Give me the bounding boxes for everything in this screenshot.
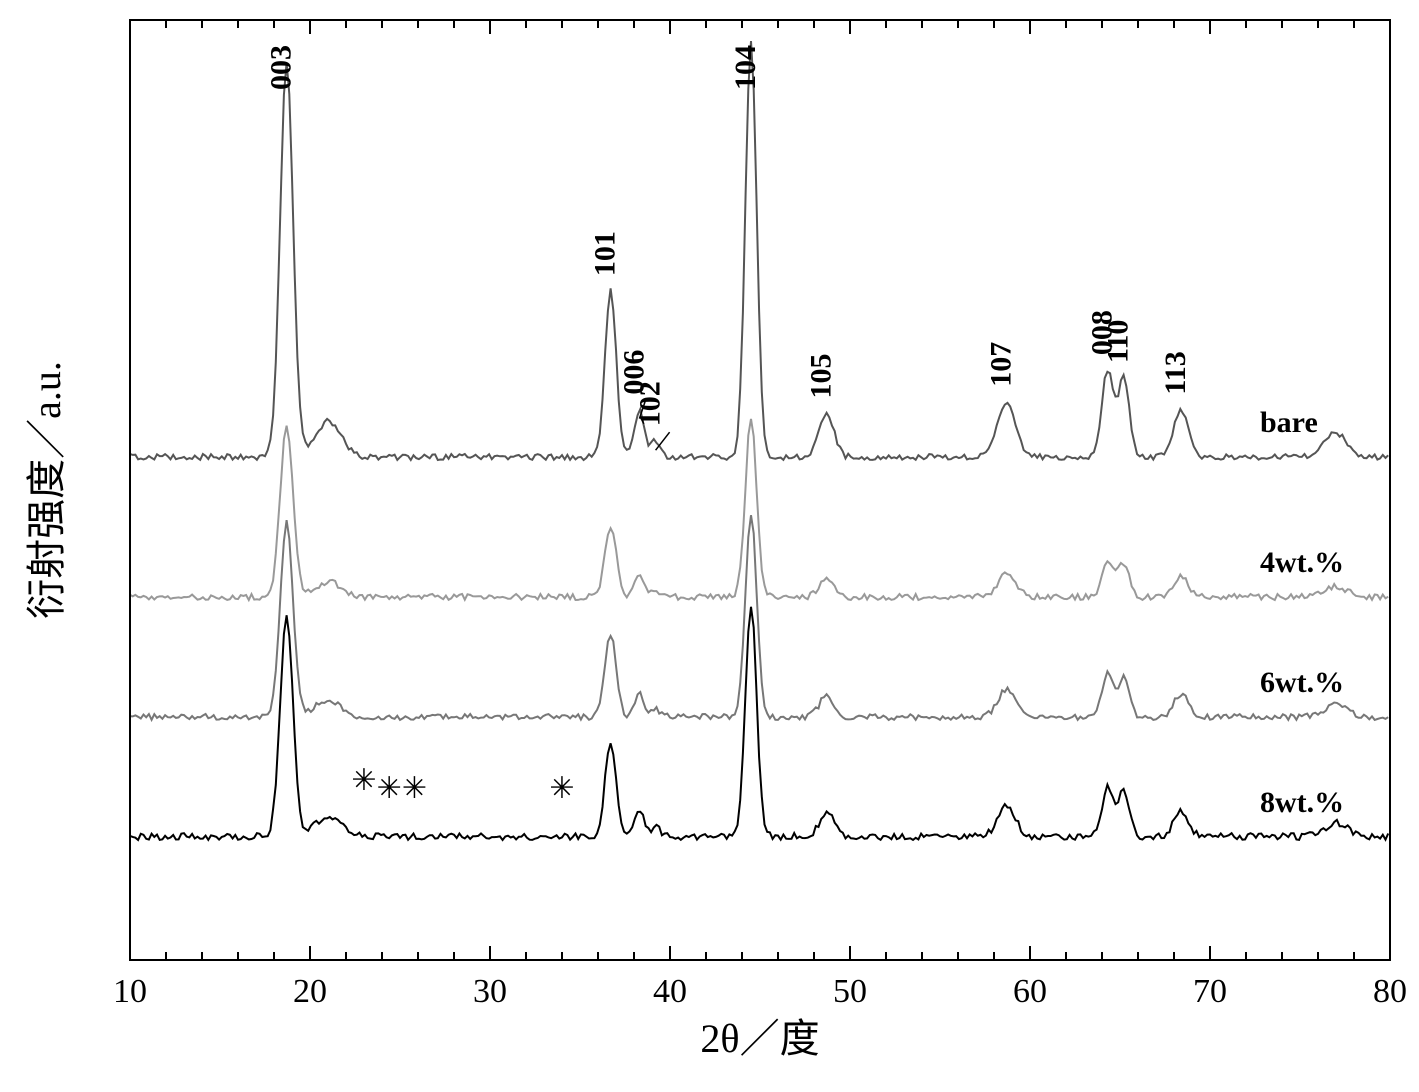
x-tick-label: 60 [1013, 973, 1047, 1010]
miller-label-105: 105 [805, 354, 838, 399]
xrd-chart: bare 4wt.% 6wt.% 8wt.% 10 20 30 40 50 60 70 80 2θ／度 衍… [0, 0, 1419, 1087]
impurity-asterisk: ✳ [377, 772, 402, 805]
x-axis-title: 2θ／度 [700, 1016, 819, 1061]
series-label-s8wt: 8wt.% [1260, 786, 1344, 819]
miller-label-107: 107 [985, 342, 1018, 387]
chart-svg: bare 4wt.% 6wt.% 8wt.% 10 20 30 40 50 60 70 80 2θ／度 衍… [0, 0, 1419, 1087]
series-label-bare: bare [1260, 406, 1318, 439]
miller-label-113: 113 [1159, 351, 1192, 394]
x-tick-label: 70 [1193, 973, 1227, 1010]
x-tick-label: 30 [473, 973, 507, 1010]
xrd-trace-s4wt [130, 419, 1388, 600]
x-tick-label: 50 [833, 973, 867, 1010]
series-label-s4wt: 4wt.% [1260, 546, 1344, 579]
miller-label-110: 110 [1102, 320, 1135, 363]
miller-label-003: 003 [265, 45, 298, 90]
x-tick-label: 80 [1373, 973, 1407, 1010]
plot-frame [130, 20, 1390, 960]
miller-label-104: 104 [729, 45, 762, 90]
miller-label-102: 102 [634, 381, 667, 426]
y-axis-title: 衍射强度／a.u. [24, 361, 69, 619]
impurity-asterisk: ✳ [402, 772, 427, 805]
x-tick-label: 20 [293, 973, 327, 1010]
impurity-asterisk: ✳ [549, 772, 574, 805]
miller-label-101: 101 [589, 231, 622, 276]
impurity-asterisk: ✳ [351, 764, 376, 797]
x-tick-label: 40 [653, 973, 687, 1010]
series-label-s6wt: 6wt.% [1260, 666, 1344, 699]
xrd-trace-bare [130, 41, 1388, 460]
x-tick-label: 10 [113, 973, 147, 1010]
miller-leader-102 [656, 432, 670, 450]
